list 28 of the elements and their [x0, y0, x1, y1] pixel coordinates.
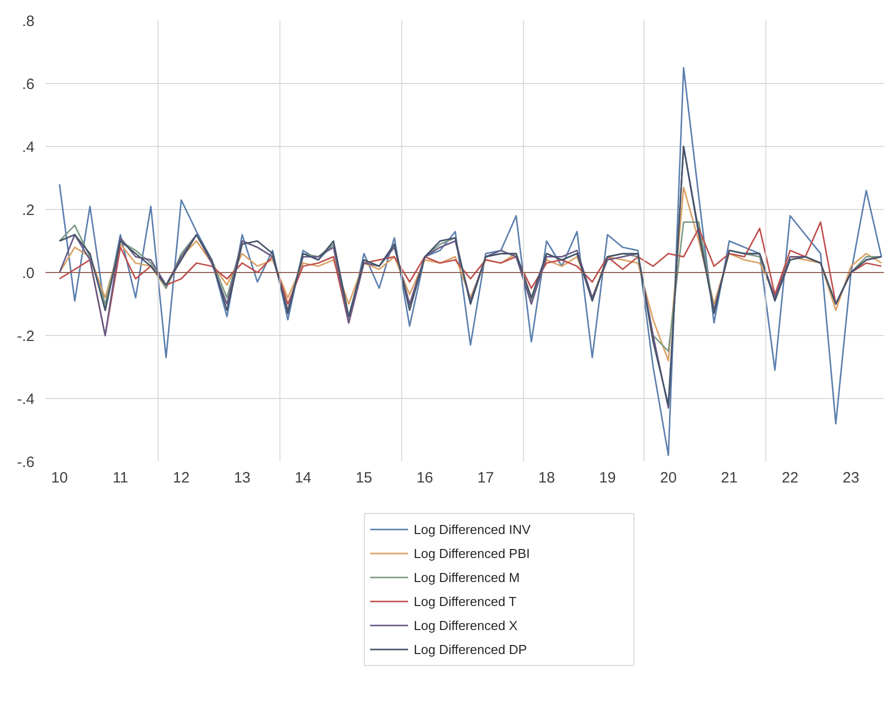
x-tick-label: 16	[416, 470, 434, 486]
y-tick-label: .0	[22, 265, 35, 282]
y-tick-label: -.4	[16, 391, 35, 408]
x-tick-label: 11	[112, 470, 128, 486]
y-tick-label: .6	[22, 76, 35, 93]
x-tick-label: 12	[172, 470, 190, 486]
x-tick-label: 20	[660, 470, 677, 486]
y-tick-label: -.6	[16, 454, 35, 471]
x-tick-label: 15	[356, 470, 372, 486]
legend-label: Log Differenced M	[414, 570, 520, 585]
x-tick-label: 10	[51, 470, 68, 486]
legend-label: Log Differenced DP	[414, 642, 527, 657]
legend-label: Log Differenced T	[414, 594, 517, 609]
y-tick-label: -.2	[16, 328, 35, 345]
y-tick-label: .2	[22, 202, 35, 219]
legend-label: Log Differenced PBI	[414, 546, 530, 561]
x-tick-label: 14	[294, 470, 312, 486]
x-tick-label: 17	[477, 470, 494, 486]
x-tick-label: 23	[842, 470, 860, 486]
x-tick-label: 21	[720, 470, 738, 486]
x-tick-label: 13	[234, 470, 251, 486]
legend-label: Log Differenced INV	[414, 522, 531, 537]
x-tick-label: 19	[599, 470, 616, 486]
legend-label: Log Differenced X	[414, 618, 518, 633]
x-tick-label: 22	[782, 470, 798, 486]
y-tick-label: .8	[22, 13, 35, 30]
y-tick-label: .4	[22, 139, 35, 156]
x-tick-label: 18	[538, 470, 555, 486]
